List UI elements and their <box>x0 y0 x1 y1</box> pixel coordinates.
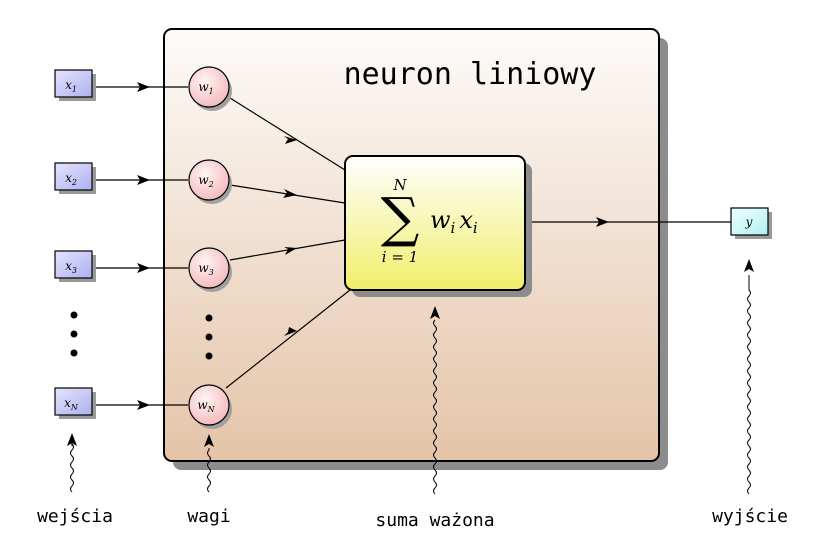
input-label: x <box>65 78 72 92</box>
pointer-sum <box>433 319 437 495</box>
caption-weights: wagi <box>187 506 230 527</box>
sum-lower-limit: i = 1 <box>382 248 418 266</box>
sum-block: N ∑ i = 1 wi xi <box>344 155 532 297</box>
pointers <box>70 275 751 495</box>
input-x3: x3 <box>54 250 96 282</box>
weight-label: w <box>198 80 209 94</box>
input-label: x <box>65 171 72 185</box>
svg-text:x3: x3 <box>65 259 77 275</box>
input-x2: x2 <box>54 162 96 194</box>
svg-text:x2: x2 <box>65 171 77 187</box>
svg-text:xN: xN <box>64 396 79 412</box>
weight-sub: 3 <box>209 268 214 277</box>
weight-w2: w2 <box>188 159 232 204</box>
pointer-arrowheads <box>67 259 754 447</box>
svg-text:wN: wN <box>197 398 215 414</box>
svg-text:w3: w3 <box>198 261 213 277</box>
weights-ellipsis <box>205 314 213 360</box>
pointer-weights <box>207 448 211 493</box>
pointer-inputs <box>70 436 74 493</box>
input-sub: 3 <box>72 266 77 275</box>
sum-upper-limit: N <box>392 176 407 194</box>
weight-label: w <box>197 398 208 412</box>
caption-output: wyjście <box>712 506 788 527</box>
input-label: x <box>65 259 72 273</box>
input-label: x <box>64 396 71 410</box>
input-sub: 2 <box>71 178 77 187</box>
weight-label: w <box>198 261 209 275</box>
sum-term-w-sub: i <box>451 219 456 237</box>
weight-w3: w3 <box>188 247 232 292</box>
weight-sub: 2 <box>208 180 214 189</box>
svg-text:w2: w2 <box>198 173 213 189</box>
input-xn: xN <box>54 387 96 419</box>
sum-term-x-sub: i <box>473 219 478 237</box>
svg-text:w1: w1 <box>198 80 213 96</box>
weight-sub: N <box>207 405 216 414</box>
input-sub: N <box>70 403 79 412</box>
panel-title: neuron liniowy <box>344 57 597 92</box>
weight-w1: w1 <box>188 66 232 111</box>
weight-label: w <box>198 173 209 187</box>
input-sub: 1 <box>72 85 77 94</box>
arrowheads <box>137 82 609 410</box>
caption-sum: suma ważona <box>375 510 494 531</box>
input-x1: x1 <box>54 69 96 101</box>
weight-sub: 1 <box>209 87 214 96</box>
output-y: y <box>730 207 772 239</box>
output-label: y <box>745 215 753 229</box>
pointer-output <box>747 275 751 495</box>
inputs-ellipsis <box>70 311 78 357</box>
sum-term-x: x <box>459 206 473 234</box>
caption-inputs: wejścia <box>37 506 113 527</box>
sigma-icon: ∑ <box>381 186 420 249</box>
weight-wn: wN <box>188 384 232 429</box>
svg-text:x1: x1 <box>65 78 77 94</box>
sum-term-w: w <box>430 206 451 234</box>
